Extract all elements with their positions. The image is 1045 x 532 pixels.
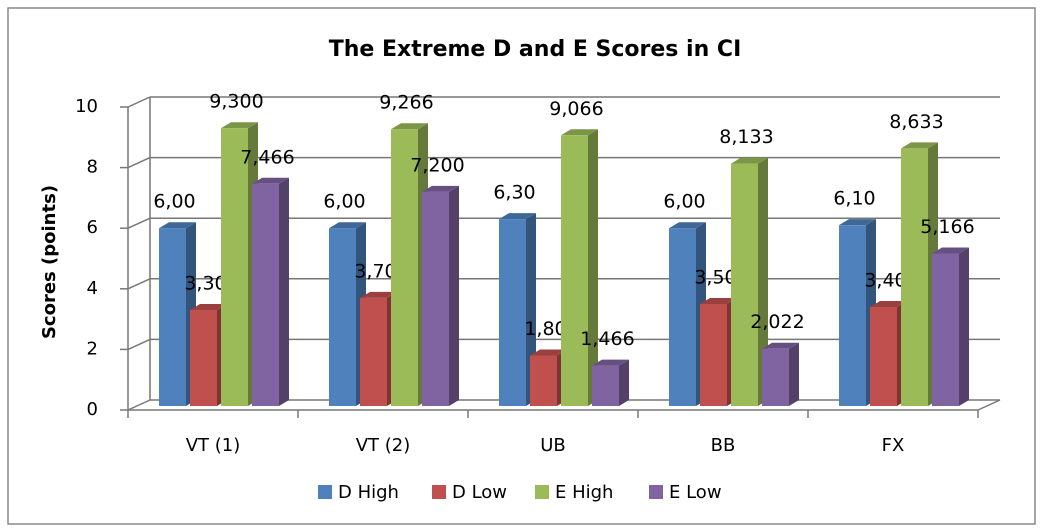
data-label: 9,266 (379, 92, 433, 114)
bar (360, 297, 387, 406)
grid-line-side (127, 399, 151, 411)
bar-top (499, 213, 536, 220)
bar-top (731, 157, 768, 164)
bar-top (901, 142, 938, 149)
data-label: 2,022 (750, 311, 804, 333)
bar-side (588, 129, 598, 406)
legend-swatch (432, 485, 446, 499)
data-label: 3,30 (184, 273, 226, 295)
bar-top (329, 222, 366, 229)
data-label: 6,10 (833, 188, 875, 210)
grid-line-side (127, 96, 151, 108)
bar (252, 183, 279, 406)
bar-top (252, 177, 289, 184)
y-axis-title: Scores (points) (39, 185, 60, 339)
data-label: 7,200 (410, 154, 464, 176)
y-tick-label: 6 (87, 217, 98, 238)
bar (932, 253, 959, 406)
bar-top (762, 342, 799, 349)
legend-label: D Low (452, 482, 507, 503)
bar (561, 135, 588, 406)
data-label: 6,30 (493, 182, 535, 204)
y-tick-label: 8 (87, 157, 98, 178)
bar (700, 303, 727, 406)
grid-line-side (127, 278, 151, 290)
bar-top (360, 291, 397, 298)
grid-line-side (127, 217, 151, 229)
bar-top (391, 123, 428, 130)
data-label: 5,166 (920, 216, 974, 238)
legend-label: E Low (669, 482, 722, 503)
y-tick-label: 0 (87, 399, 98, 420)
bar (870, 306, 897, 406)
bar (499, 219, 526, 406)
grid-line-side (127, 156, 151, 169)
x-tick-label: VT (2) (356, 435, 411, 456)
bar (901, 148, 928, 406)
data-label: 3,40 (864, 269, 906, 291)
data-label: 1,466 (580, 328, 634, 350)
bar-side (959, 247, 969, 406)
bar-top (530, 349, 567, 356)
bar-top (700, 297, 737, 304)
bar (839, 225, 866, 406)
data-label: 9,300 (209, 91, 263, 113)
data-label: 6,00 (153, 191, 195, 213)
x-tick-label: BB (711, 435, 736, 456)
bar (159, 228, 186, 406)
bar (669, 228, 696, 406)
bar-side (449, 185, 459, 406)
x-tick-label: VT (1) (186, 435, 241, 456)
bar (391, 129, 418, 406)
bar-side (789, 342, 799, 406)
grid-line-side (127, 338, 151, 351)
data-label: 8,633 (889, 111, 943, 133)
bar (592, 365, 619, 406)
data-label: 8,133 (719, 126, 773, 148)
bar-top (561, 129, 598, 136)
y-tick-label: 10 (75, 96, 98, 117)
x-tick-label: UB (540, 435, 566, 456)
legend-label: E High (555, 482, 613, 503)
legend-swatch (649, 485, 663, 499)
legend-swatch (318, 485, 332, 499)
bar (530, 355, 557, 406)
bar (329, 228, 356, 406)
floor-right (977, 399, 1001, 411)
bar (762, 348, 789, 406)
y-tick-label: 4 (87, 278, 98, 299)
bar-top (159, 222, 196, 229)
bar-top (190, 304, 227, 311)
bar-side (758, 157, 768, 406)
bar-top (932, 247, 969, 254)
legend-label: D High (338, 482, 399, 503)
x-tick-label: FX (882, 435, 905, 456)
data-label: 7,466 (240, 146, 294, 168)
bar (731, 163, 758, 406)
bar-top (221, 122, 258, 129)
data-label: 3,70 (354, 260, 396, 282)
bar-top (839, 219, 876, 226)
bar-side (619, 359, 629, 406)
bar (190, 310, 217, 406)
bar (422, 191, 449, 406)
bar-top (669, 222, 706, 229)
bar-top (422, 185, 459, 192)
data-label: 1,80 (524, 318, 566, 340)
bar-side (279, 177, 289, 406)
data-label: 3,50 (694, 266, 736, 288)
data-label: 6,00 (323, 191, 365, 213)
bar (221, 128, 248, 406)
y-tick-label: 2 (87, 338, 98, 359)
bar-top (592, 359, 629, 366)
bar-top (870, 300, 907, 307)
legend-swatch (535, 485, 549, 499)
data-label: 9,066 (549, 98, 603, 120)
data-label: 6,00 (663, 191, 705, 213)
chart-title: The Extreme D and E Scores in CI (329, 37, 742, 62)
